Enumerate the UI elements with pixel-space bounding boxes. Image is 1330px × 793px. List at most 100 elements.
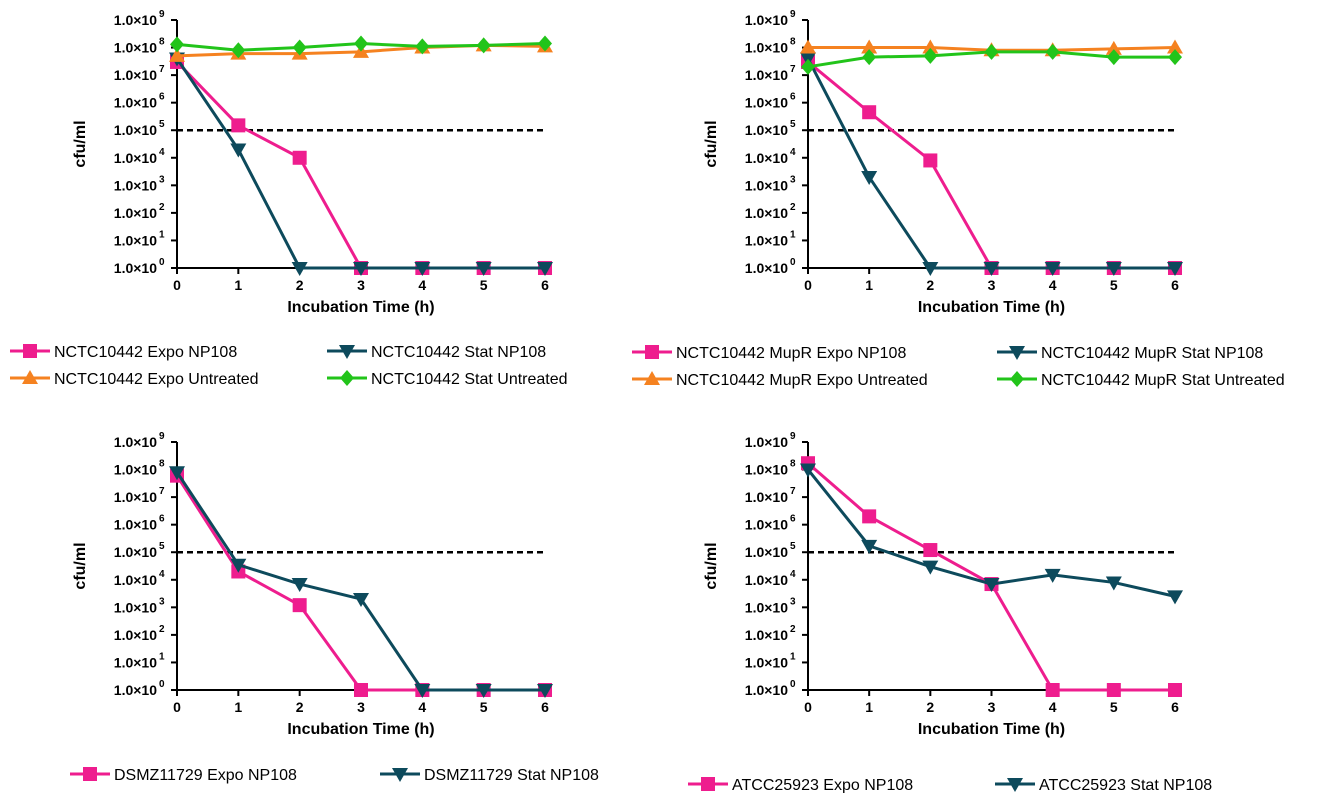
x-tick-label: 3 [988,699,996,715]
y-tick-label: 1.0×10 [114,544,157,560]
y-tick-label: 1.0×10 [114,572,157,588]
y-tick-exponent: 7 [790,64,796,75]
x-tick-label: 0 [173,699,181,715]
y-tick-label: 1.0×10 [745,654,788,670]
y-tick-label: 1.0×10 [745,12,788,28]
legend-marker [1009,346,1025,360]
y-tick-exponent: 7 [159,64,165,75]
x-tick-label: 2 [926,277,934,293]
series-4-point [1106,49,1121,66]
legend-marker [645,345,659,359]
series-2-point [1044,262,1061,276]
series-1-point [1168,683,1182,697]
y-tick-exponent: 2 [790,202,796,213]
series-2-point [414,262,431,276]
y-tick-label: 1.0×10 [114,489,157,505]
x-tick-label: 0 [804,699,812,715]
y-tick-exponent: 6 [790,92,796,103]
x-tick-label: 2 [296,277,304,293]
y-tick-label: 1.0×10 [745,232,788,248]
series-4-point [1168,49,1182,66]
legend-label: DSMZ11729 Expo NP108 [114,767,297,784]
x-tick-label: 3 [988,277,996,293]
y-tick-label: 1.0×10 [745,434,788,450]
y-axis-label: cfu/ml [703,542,720,589]
legend-marker [22,370,38,384]
series-2-point [291,262,308,276]
legend-label: NCTC10442 Expo NP108 [54,344,237,361]
x-axis-label: Incubation Time (h) [287,299,434,316]
y-tick-exponent: 0 [159,257,165,268]
series-2-point [537,684,553,698]
y-tick-exponent: 6 [159,92,165,103]
y-tick-exponent: 5 [159,541,165,552]
x-tick-label: 5 [1110,699,1118,715]
y-tick-label: 1.0×10 [114,682,157,698]
legend-label: NCTC10442 Stat NP108 [371,344,546,361]
series-4-point [170,36,184,53]
x-tick-label: 2 [296,699,304,715]
series-2-point [861,539,878,554]
series-2-point [353,593,369,608]
y-tick-exponent: 1 [790,229,796,240]
y-tick-label: 1.0×10 [745,627,788,643]
y-tick-exponent: 4 [790,569,796,580]
y-tick-exponent: 9 [159,9,165,20]
y-tick-exponent: 4 [159,569,165,580]
legend-label: ATCC25923 Stat NP108 [1039,777,1212,793]
x-tick-label: 6 [541,277,549,293]
y-tick-label: 1.0×10 [114,95,157,111]
series-4-point [538,35,552,52]
x-tick-label: 2 [926,699,934,715]
legend-marker [83,767,97,781]
legend-marker [339,345,355,359]
legend-label: NCTC10442 MupR Stat NP108 [1041,345,1263,362]
series-4-point [415,38,430,55]
y-tick-label: 1.0×10 [745,205,788,221]
y-tick-label: 1.0×10 [745,572,788,588]
series-4-point [476,37,491,54]
legend-label: NCTC10442 MupR Expo Untreated [676,372,928,389]
series-1-point [231,118,246,133]
x-tick-label: 4 [1049,699,1057,715]
legend-label: ATCC25923 Expo NP108 [732,777,913,793]
series-1-point [292,598,307,613]
y-tick-label: 1.0×10 [114,434,157,450]
series-4-point [984,43,999,60]
y-tick-label: 1.0×10 [745,517,788,533]
legend-label: DSMZ11729 Stat NP108 [424,767,599,784]
legend-marker [1007,778,1023,792]
series-4-point [862,49,877,66]
y-tick-exponent: 2 [159,624,165,635]
y-tick-label: 1.0×10 [114,177,157,193]
x-tick-label: 3 [357,699,365,715]
x-axis-label: Incubation Time (h) [287,721,434,738]
y-tick-exponent: 6 [790,514,796,525]
y-tick-label: 1.0×10 [114,205,157,221]
x-tick-label: 5 [1110,277,1118,293]
series-2-point [230,143,247,158]
x-tick-label: 1 [865,277,873,293]
series-2-point [922,262,939,276]
y-tick-exponent: 2 [790,624,796,635]
y-tick-exponent: 1 [790,651,796,662]
series-4-point [1045,43,1060,60]
x-tick-label: 1 [234,699,242,715]
series-4-point [801,58,815,75]
x-tick-label: 3 [357,277,365,293]
x-tick-label: 6 [1171,277,1179,293]
series-1-point [923,543,938,558]
y-tick-exponent: 1 [159,229,165,240]
x-axis-label: Incubation Time (h) [918,299,1065,316]
y-tick-label: 1.0×10 [745,122,788,138]
series-3-point [922,39,939,54]
series-1-point [1045,683,1060,697]
series-line-1 [175,60,545,270]
series-3-point [1167,39,1183,54]
series-2-point [800,463,816,478]
series-3-point [1105,40,1122,55]
y-tick-exponent: 3 [159,596,165,607]
y-tick-label: 1.0×10 [114,462,157,478]
series-2-point [861,171,878,186]
